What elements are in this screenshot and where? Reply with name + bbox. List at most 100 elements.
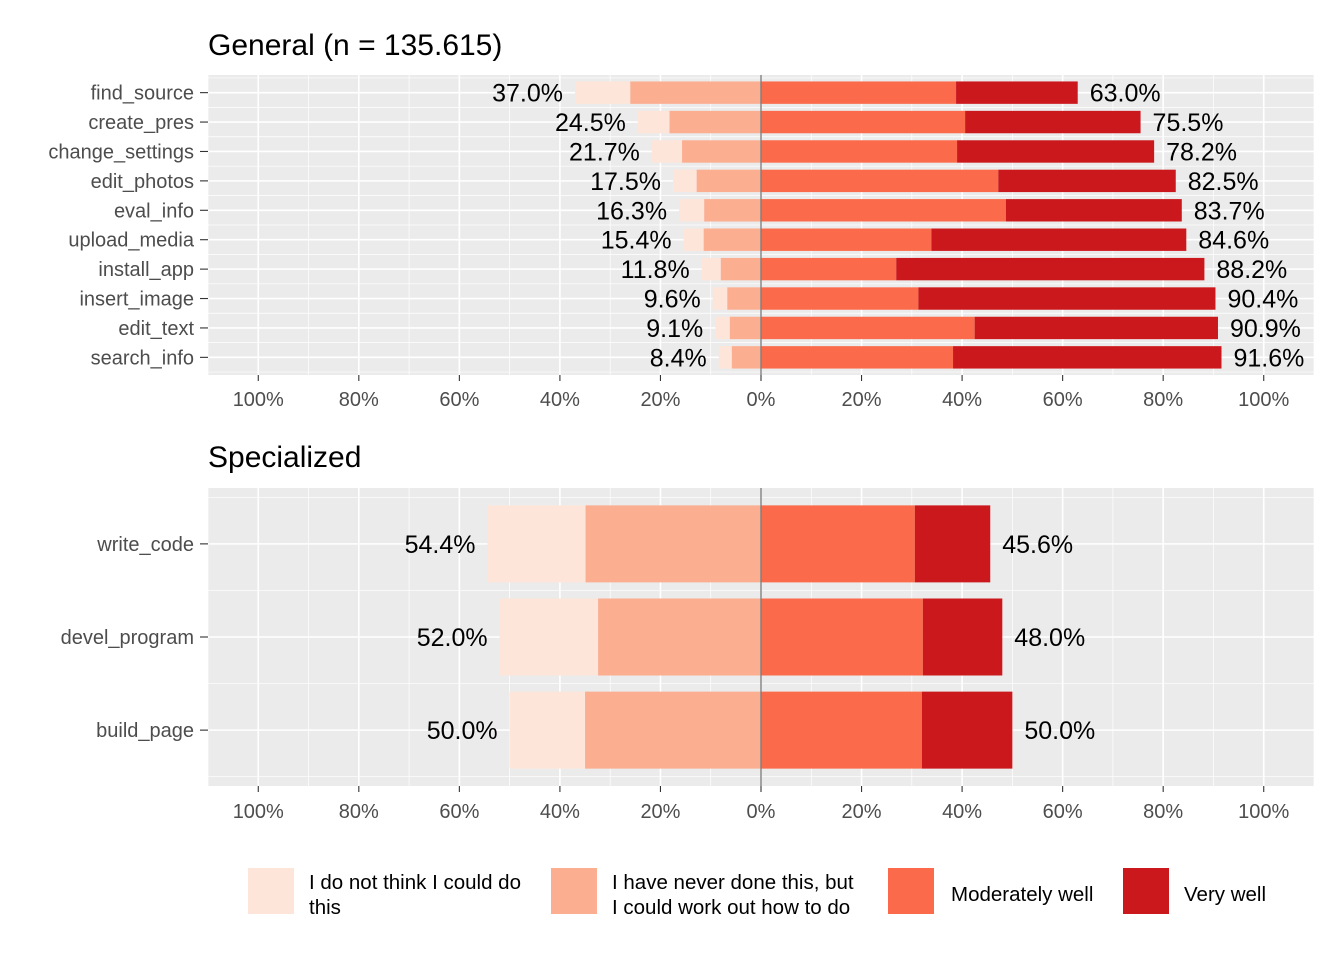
bar-very-change_settings xyxy=(957,140,1155,163)
bar-cannot-write_code xyxy=(487,505,586,583)
x-tick-label: 100% xyxy=(1238,801,1289,823)
left-pct-label: 11.8% xyxy=(621,256,690,284)
x-tick-label: 80% xyxy=(1143,389,1183,411)
right-pct-label: 78.2% xyxy=(1166,138,1237,166)
x-tick-label: 40% xyxy=(540,389,580,411)
bar-moderate-change_settings xyxy=(761,140,958,163)
x-tick-label: 0% xyxy=(747,389,776,411)
right-pct-label: 45.6% xyxy=(1002,531,1073,559)
bar-moderate-write_code xyxy=(761,505,915,583)
legend-label: Moderately well xyxy=(951,883,1093,906)
category-label: insert_image xyxy=(79,289,194,311)
x-tick-label: 80% xyxy=(339,389,379,411)
bar-very-install_app xyxy=(896,257,1205,281)
bar-cannot-find_source xyxy=(574,81,631,104)
bar-cannot-install_app xyxy=(701,257,721,281)
bar-never-build_page xyxy=(585,691,761,769)
bar-never-write_code xyxy=(585,505,761,583)
x-tick-label: 80% xyxy=(339,801,379,823)
category-label: find_source xyxy=(91,83,194,105)
left-pct-label: 50.0% xyxy=(427,717,498,745)
left-pct-label: 24.5% xyxy=(555,109,626,137)
right-pct-label: 90.9% xyxy=(1230,315,1301,343)
x-tick-label: 60% xyxy=(439,389,479,411)
right-pct-label: 91.6% xyxy=(1233,344,1304,372)
legend-label: Very well xyxy=(1184,883,1266,906)
bar-very-search_info xyxy=(953,346,1222,369)
bar-moderate-eval_info xyxy=(761,199,1006,222)
x-tick-label: 20% xyxy=(842,801,882,823)
x-tick-label: 0% xyxy=(747,801,776,823)
legend-label: I do not think I could do xyxy=(309,871,521,894)
right-pct-label: 75.5% xyxy=(1153,109,1224,137)
panel-title: General (n = 135.615) xyxy=(208,29,502,62)
bar-very-upload_media xyxy=(931,228,1187,251)
category-label: build_page xyxy=(96,720,194,742)
bar-very-build_page xyxy=(921,691,1013,769)
bar-cannot-eval_info xyxy=(679,199,705,222)
bar-cannot-edit_photos xyxy=(673,169,697,193)
bar-moderate-upload_media xyxy=(761,228,932,251)
right-pct-label: 84.6% xyxy=(1198,227,1269,255)
panel-title: Specialized xyxy=(208,441,361,474)
bar-never-edit_photos xyxy=(696,169,761,193)
left-pct-label: 9.6% xyxy=(644,286,701,314)
bar-never-eval_info xyxy=(704,199,761,222)
bar-never-install_app xyxy=(720,257,761,281)
legend-swatch xyxy=(248,868,294,914)
legend-label: I have never done this, but xyxy=(612,871,854,894)
bar-very-devel_program xyxy=(922,598,1003,676)
legend-item-very: Very well xyxy=(1123,868,1266,914)
category-label: devel_program xyxy=(61,627,194,649)
bar-never-find_source xyxy=(630,81,761,104)
x-tick-label: 40% xyxy=(540,801,580,823)
bar-cannot-edit_text xyxy=(715,316,730,340)
bar-moderate-build_page xyxy=(761,691,922,769)
left-pct-label: 17.5% xyxy=(590,168,661,196)
right-pct-label: 90.4% xyxy=(1227,286,1298,314)
bar-moderate-devel_program xyxy=(761,598,923,676)
panel-2: Specialized 54.4% 45.6% write_code 52.0% 48.0… xyxy=(61,441,1315,823)
left-pct-label: 15.4% xyxy=(601,227,672,255)
right-pct-label: 50.0% xyxy=(1024,717,1095,745)
x-tick-label: 100% xyxy=(1238,389,1289,411)
left-pct-label: 8.4% xyxy=(650,344,707,372)
bar-never-create_pres xyxy=(669,110,761,134)
right-pct-label: 48.0% xyxy=(1014,624,1085,652)
x-tick-label: 60% xyxy=(1043,801,1083,823)
bar-moderate-insert_image xyxy=(761,287,919,310)
bar-never-upload_media xyxy=(703,228,761,251)
x-tick-label: 60% xyxy=(439,801,479,823)
bar-very-create_pres xyxy=(965,110,1141,134)
category-label: edit_photos xyxy=(91,171,194,193)
category-label: create_pres xyxy=(88,112,194,134)
bar-cannot-devel_program xyxy=(499,598,599,676)
bar-cannot-change_settings xyxy=(651,140,683,163)
category-label: edit_text xyxy=(118,318,194,340)
legend-swatch xyxy=(888,868,934,914)
x-tick-label: 40% xyxy=(942,801,982,823)
bar-cannot-upload_media xyxy=(683,228,704,251)
bar-very-edit_text xyxy=(974,316,1218,340)
bar-very-find_source xyxy=(956,81,1078,104)
right-pct-label: 82.5% xyxy=(1188,168,1259,196)
x-tick-label: 20% xyxy=(640,389,680,411)
bar-cannot-build_page xyxy=(509,691,586,769)
category-label: write_code xyxy=(96,534,194,556)
bar-very-write_code xyxy=(914,505,991,583)
x-tick-label: 40% xyxy=(942,389,982,411)
category-label: change_settings xyxy=(48,141,194,163)
bar-cannot-search_info xyxy=(718,346,732,369)
bar-cannot-insert_image xyxy=(712,287,728,310)
left-pct-label: 9.1% xyxy=(646,315,703,343)
left-pct-label: 54.4% xyxy=(405,531,476,559)
bar-very-insert_image xyxy=(918,287,1216,310)
category-label: upload_media xyxy=(68,230,195,252)
left-pct-label: 16.3% xyxy=(596,197,667,225)
bar-never-change_settings xyxy=(682,140,761,163)
bar-moderate-create_pres xyxy=(761,110,966,134)
left-pct-label: 37.0% xyxy=(492,80,563,108)
